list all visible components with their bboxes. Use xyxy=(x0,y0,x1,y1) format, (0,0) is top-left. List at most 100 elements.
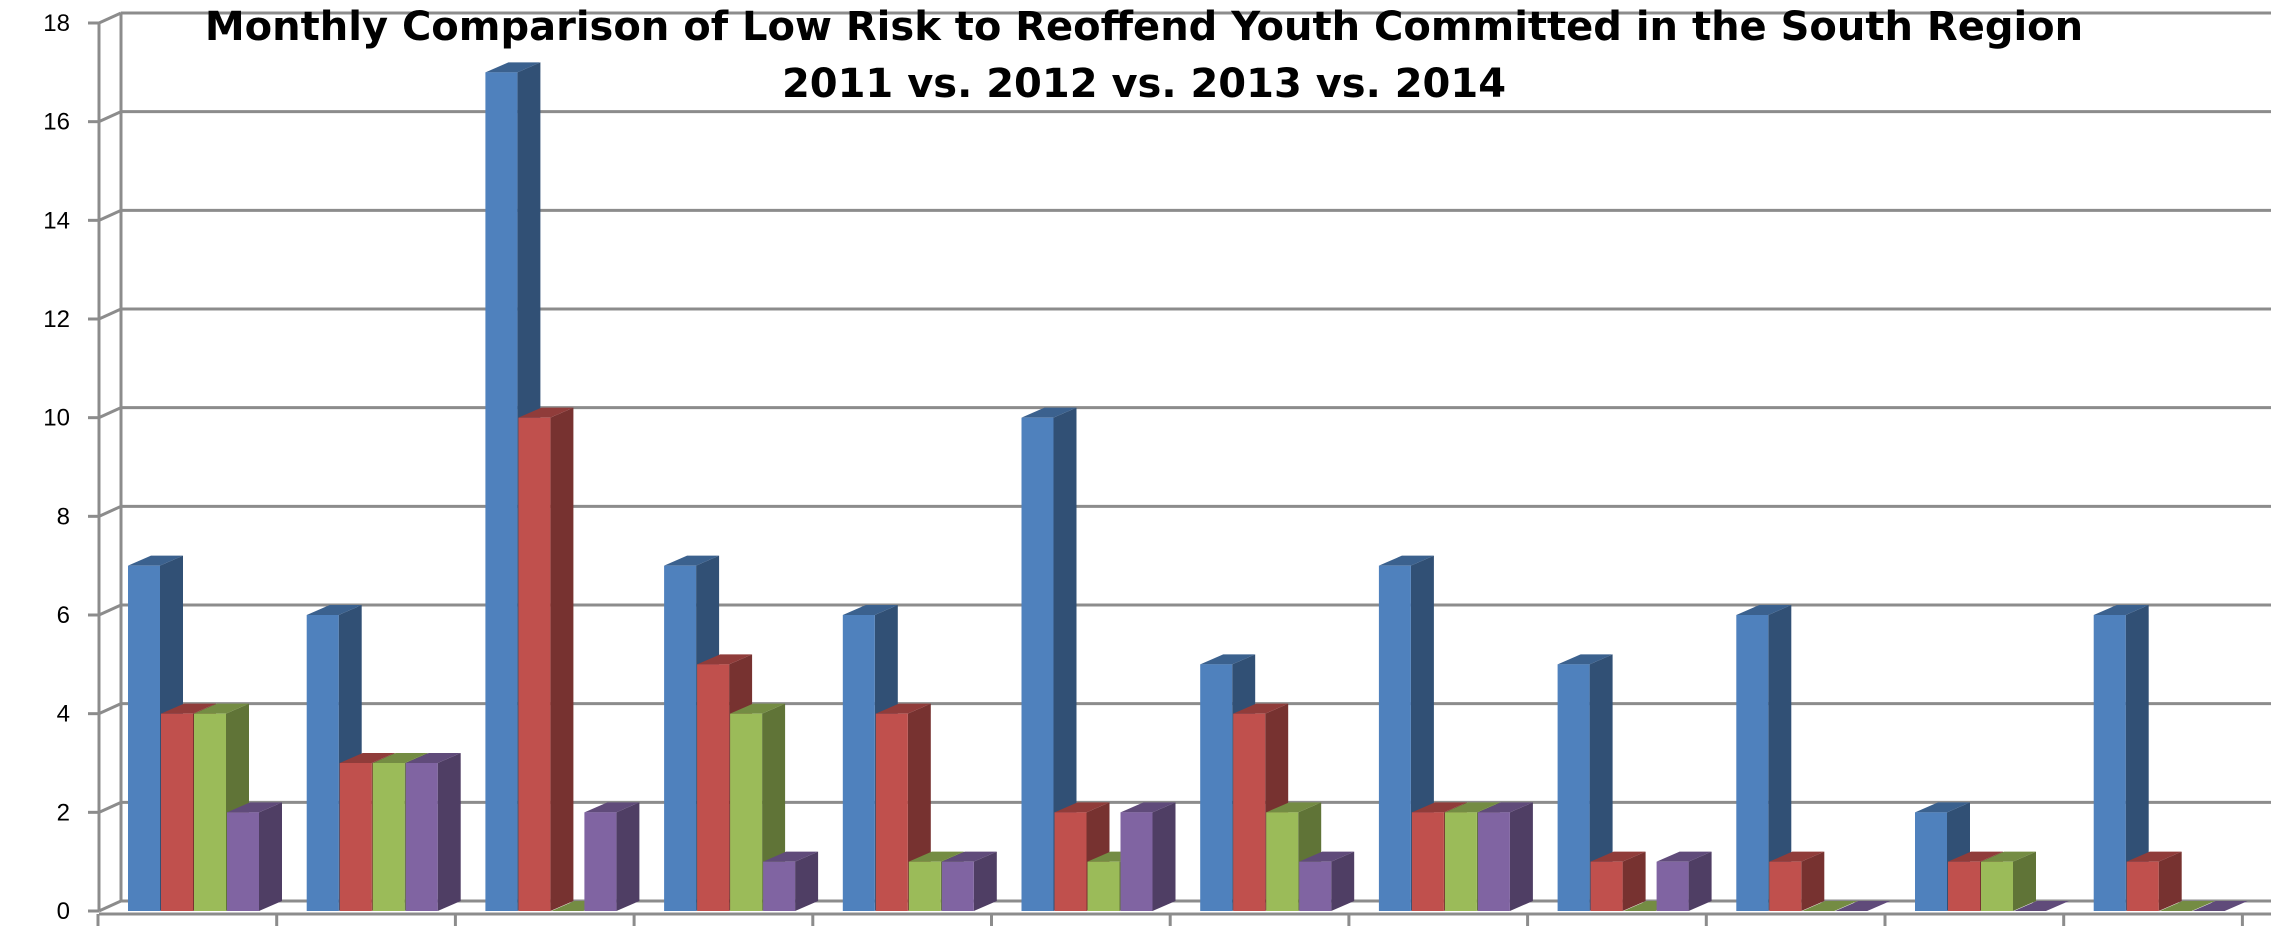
bar-side-face xyxy=(259,802,282,911)
bar-top-face xyxy=(1411,802,1467,813)
bar-front-face xyxy=(1021,417,1054,911)
x-axis xyxy=(96,912,2271,926)
bar-side-face xyxy=(616,802,640,911)
y-tick-label: 2 xyxy=(57,799,70,826)
bar-top-face xyxy=(485,62,541,73)
gridline-side xyxy=(98,11,122,25)
bar-top-face xyxy=(2159,901,2215,911)
gridline-side xyxy=(98,307,122,321)
bar-front-face xyxy=(842,615,875,911)
gridline-side xyxy=(98,208,122,222)
bar-top-face xyxy=(1266,802,1322,813)
bar-top-face xyxy=(842,605,898,615)
bar-front-face xyxy=(730,713,763,911)
bar-top-face xyxy=(161,703,216,714)
bar-top-face xyxy=(1054,802,1110,813)
bar-side-face xyxy=(1152,802,1176,911)
gridline-side xyxy=(98,800,122,814)
bar-front-face xyxy=(518,417,551,911)
bar-front-face xyxy=(875,713,908,911)
bar xyxy=(2159,901,2215,911)
bar xyxy=(1590,851,1646,911)
bar-top-face xyxy=(1120,802,1176,813)
bar xyxy=(1769,851,1825,911)
bar-top-face xyxy=(1200,654,1256,665)
bar-side-face xyxy=(437,753,461,911)
bar-side-face xyxy=(1688,851,1712,911)
bar-top-face xyxy=(2192,901,2248,911)
gridline-side xyxy=(98,504,122,518)
bar-top-face xyxy=(306,605,362,615)
gridline-side xyxy=(98,899,122,913)
gridline-side xyxy=(98,603,122,617)
y-tick-label: 12 xyxy=(43,306,70,333)
bars xyxy=(128,62,2248,912)
bar-front-face xyxy=(1736,615,1769,911)
bar-top-face xyxy=(697,654,753,665)
bar-front-face xyxy=(1411,812,1444,911)
bar-top-face xyxy=(664,555,720,566)
bar-front-face xyxy=(1656,861,1689,911)
bar xyxy=(1557,654,1613,911)
bar-top-face xyxy=(908,851,964,862)
bar xyxy=(1835,901,1891,911)
bar-front-face xyxy=(128,565,160,911)
bar-side-face xyxy=(1331,851,1355,911)
bar-top-face xyxy=(227,802,282,813)
bar-front-face xyxy=(161,713,193,911)
bar-front-face xyxy=(1200,664,1233,911)
bar-top-face xyxy=(875,703,931,714)
bar-side-face xyxy=(1509,802,1533,911)
gridline-side xyxy=(98,110,122,124)
bar-top-face xyxy=(2093,605,2149,615)
y-tick-label: 14 xyxy=(43,207,70,234)
bar-side-face xyxy=(1768,605,1792,911)
bar-top-face xyxy=(1299,851,1355,862)
bar xyxy=(2014,901,2069,911)
bar-front-face xyxy=(372,763,405,911)
bar-front-face xyxy=(1477,812,1510,911)
bar xyxy=(2126,851,2182,911)
bar-front-face xyxy=(1915,812,1947,911)
bar-top-face xyxy=(1021,407,1077,418)
bar-front-face xyxy=(1948,861,1980,911)
bar xyxy=(730,703,786,911)
bar-side-face xyxy=(1589,654,1613,911)
bar-top-face xyxy=(194,703,249,714)
y-tick-label: 8 xyxy=(57,503,70,530)
bar-side-face xyxy=(973,851,997,911)
y-tick-label: 4 xyxy=(57,701,70,728)
bar xyxy=(2192,901,2248,911)
gridline-side xyxy=(98,702,122,716)
bar xyxy=(584,802,640,911)
bar-top-face xyxy=(1736,605,1792,615)
bar xyxy=(1981,851,2036,911)
bar-front-face xyxy=(697,664,730,911)
bar-front-face xyxy=(1087,861,1120,911)
bar-front-face xyxy=(1981,861,2013,911)
bar xyxy=(1477,802,1533,911)
bar-top-face xyxy=(1444,802,1500,813)
y-axis-ticks: 0 2 4 6 8 10 12 14 16 18 xyxy=(43,10,123,925)
bar xyxy=(1802,901,1858,911)
bar-front-face xyxy=(1120,812,1153,911)
bar-top-face xyxy=(405,753,461,763)
bar-top-face xyxy=(1981,851,2036,862)
bar-front-face xyxy=(1266,812,1299,911)
y-tick-label: 6 xyxy=(57,602,70,629)
bar-top-face xyxy=(1802,901,1858,911)
y-tick-label: 16 xyxy=(43,109,70,136)
bar-top-face xyxy=(1948,851,2003,862)
bar-side-face xyxy=(2013,851,2036,911)
y-tick-label: 18 xyxy=(43,10,70,37)
bar-front-face xyxy=(2126,861,2159,911)
bar-front-face xyxy=(1769,861,1802,911)
bar xyxy=(941,851,997,911)
bar-front-face xyxy=(485,72,518,912)
bar-front-face xyxy=(1054,812,1087,911)
bar-top-face xyxy=(372,753,428,763)
bar xyxy=(1656,851,1712,911)
bar-top-face xyxy=(518,407,574,418)
bar xyxy=(227,802,282,911)
